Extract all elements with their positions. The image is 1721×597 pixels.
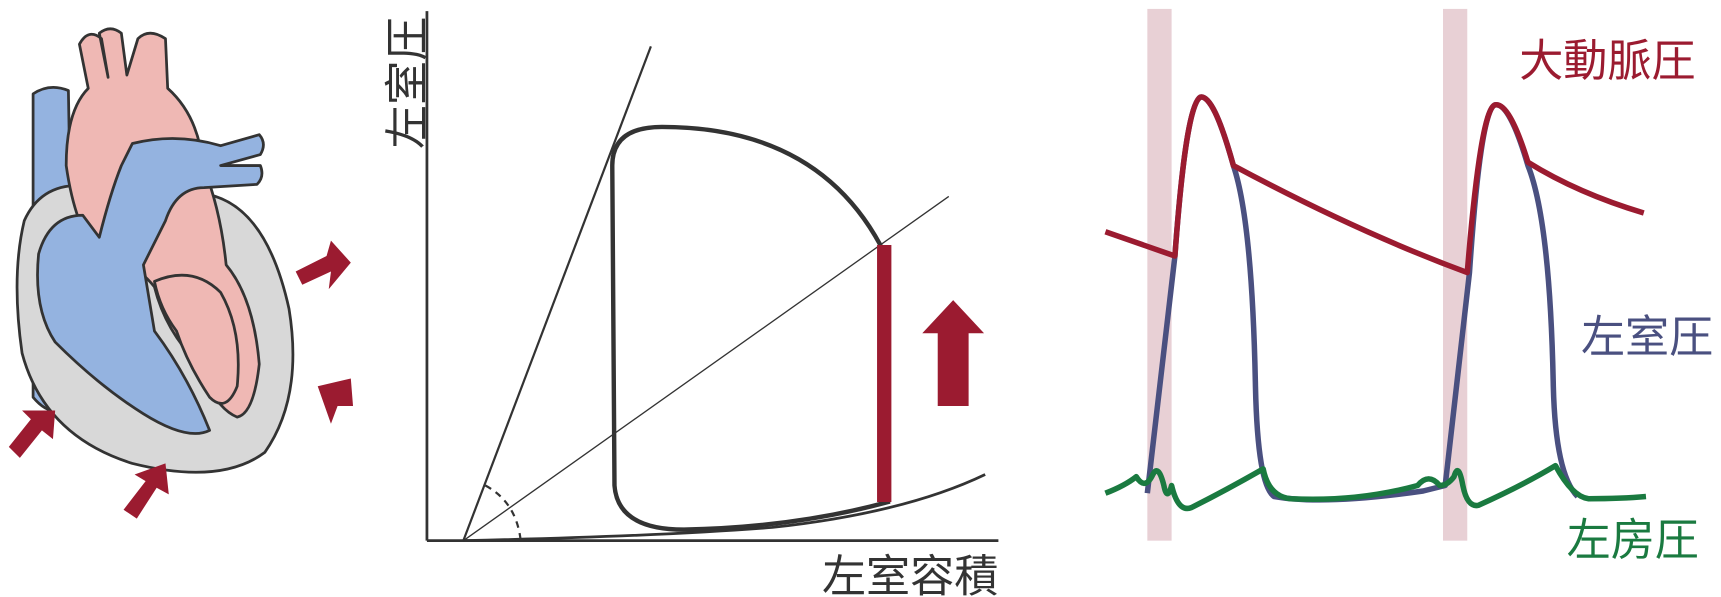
lv-label: 左室圧	[1581, 312, 1713, 363]
up-arrow	[922, 300, 985, 407]
x-axis-label: 左室容積	[822, 551, 998, 597]
pv-diagram: 左室圧 左室容積	[382, 11, 999, 597]
aortic-pressure	[1104, 94, 1645, 276]
pressure-traces: 大動脈圧 左室圧 左房圧	[1104, 8, 1713, 566]
espvr-line	[462, 46, 652, 542]
preload-bar	[877, 244, 892, 503]
la-label: 左房圧	[1567, 515, 1699, 566]
pv-loop	[610, 124, 891, 532]
ea-line	[462, 195, 950, 542]
lv-pressure	[1144, 94, 1580, 503]
compression-arrows	[8, 240, 354, 519]
heart-illustration	[15, 27, 295, 474]
la-pressure	[1104, 462, 1647, 512]
y-axis-label: 左室圧	[382, 17, 433, 149]
aortic-label: 大動脈圧	[1519, 36, 1695, 87]
angle-arc	[484, 484, 522, 541]
edpvr-curve	[463, 473, 986, 543]
